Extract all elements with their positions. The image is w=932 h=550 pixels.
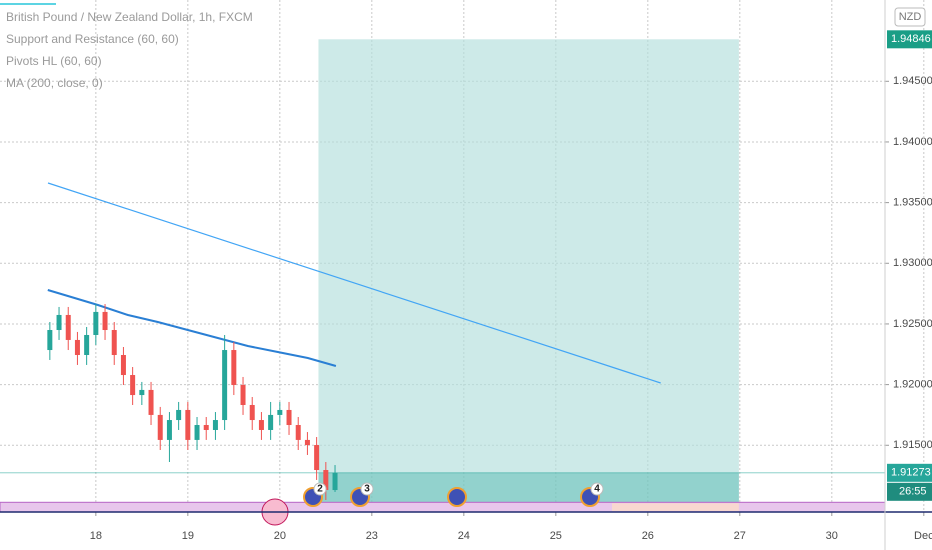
support-zone xyxy=(0,501,886,513)
x-tick-label: 27 xyxy=(734,530,746,542)
y-tick-label: 1.92500 xyxy=(893,318,932,330)
x-tick-label: 26 xyxy=(642,530,654,542)
last-price-label: 1.91273 xyxy=(891,467,931,479)
candle-body xyxy=(295,425,301,440)
open-profit-zone xyxy=(318,472,739,503)
candle-body xyxy=(231,350,237,385)
legend-entry: Pivots HL (60, 60) xyxy=(6,54,102,68)
candle-body xyxy=(222,350,228,421)
countdown-label: 26:55 xyxy=(899,486,927,498)
candle-body xyxy=(212,420,218,430)
candle-body xyxy=(166,420,172,440)
candle-body xyxy=(332,472,338,491)
legend-entry: MA (200, close, 0) xyxy=(6,76,103,90)
y-tick-label: 1.92000 xyxy=(893,379,932,391)
y-tick-label: 1.91500 xyxy=(893,439,932,451)
x-tick-label: 19 xyxy=(182,530,194,542)
x-tick-label: 25 xyxy=(550,530,562,542)
y-tick-label: 1.93500 xyxy=(893,197,932,209)
candle-body xyxy=(111,330,117,356)
candle-body xyxy=(56,314,62,331)
candle-body xyxy=(314,445,320,471)
stop-zone xyxy=(612,503,739,511)
candle-body xyxy=(74,339,80,356)
candle-body xyxy=(84,334,90,356)
currency-box xyxy=(894,7,926,27)
candle-body xyxy=(93,311,99,335)
x-tick-label: 24 xyxy=(458,530,470,542)
countdown-box xyxy=(887,482,932,501)
candle-body xyxy=(47,330,53,351)
event-count: 2 xyxy=(317,484,323,495)
candle-body xyxy=(240,384,246,405)
candle-body xyxy=(65,314,71,340)
candle-body xyxy=(268,414,274,430)
y-tick-label: 1.93000 xyxy=(893,257,932,269)
candle-body xyxy=(120,355,126,376)
candle-body xyxy=(148,389,154,415)
x-tick-label: 30 xyxy=(826,530,838,542)
candle-body xyxy=(102,311,108,331)
target-price-box xyxy=(887,30,932,49)
candle-body xyxy=(277,409,283,415)
candle-body xyxy=(203,425,209,430)
candle-body xyxy=(130,375,136,396)
candle-body xyxy=(157,414,163,440)
candle-body xyxy=(286,409,292,426)
x-tick-label: 20 xyxy=(274,530,286,542)
trend-line xyxy=(47,182,661,384)
moving-average xyxy=(47,289,337,367)
candle-body xyxy=(249,404,255,421)
x-tick-label: 18 xyxy=(90,530,102,542)
candle-body xyxy=(323,470,329,491)
candle-body xyxy=(185,409,191,440)
x-tick-label: 23 xyxy=(366,530,378,542)
candle-body xyxy=(258,420,264,430)
event-badge xyxy=(360,482,374,496)
candle-body xyxy=(194,425,200,440)
candle-body xyxy=(304,439,310,446)
currency-label: NZD xyxy=(899,11,922,23)
profit-zone xyxy=(318,39,739,503)
event-flag xyxy=(447,487,467,507)
x-tick-label: Dec xyxy=(914,530,932,542)
candle-body xyxy=(139,389,145,396)
y-tick-label: 1.94500 xyxy=(893,75,932,87)
event-badge xyxy=(590,482,604,496)
event-count: 4 xyxy=(594,484,600,495)
event-count: 3 xyxy=(364,484,370,495)
legend-entry: Support and Resistance (60, 60) xyxy=(6,32,179,46)
last-price-box xyxy=(887,463,932,482)
target-price-label: 1.94846 xyxy=(891,33,931,45)
candle-body xyxy=(176,409,182,421)
y-tick-label: 1.94000 xyxy=(893,136,932,148)
legend-entry: British Pound / New Zealand Dollar, 1h, … xyxy=(6,10,253,24)
event-badge xyxy=(313,482,327,496)
